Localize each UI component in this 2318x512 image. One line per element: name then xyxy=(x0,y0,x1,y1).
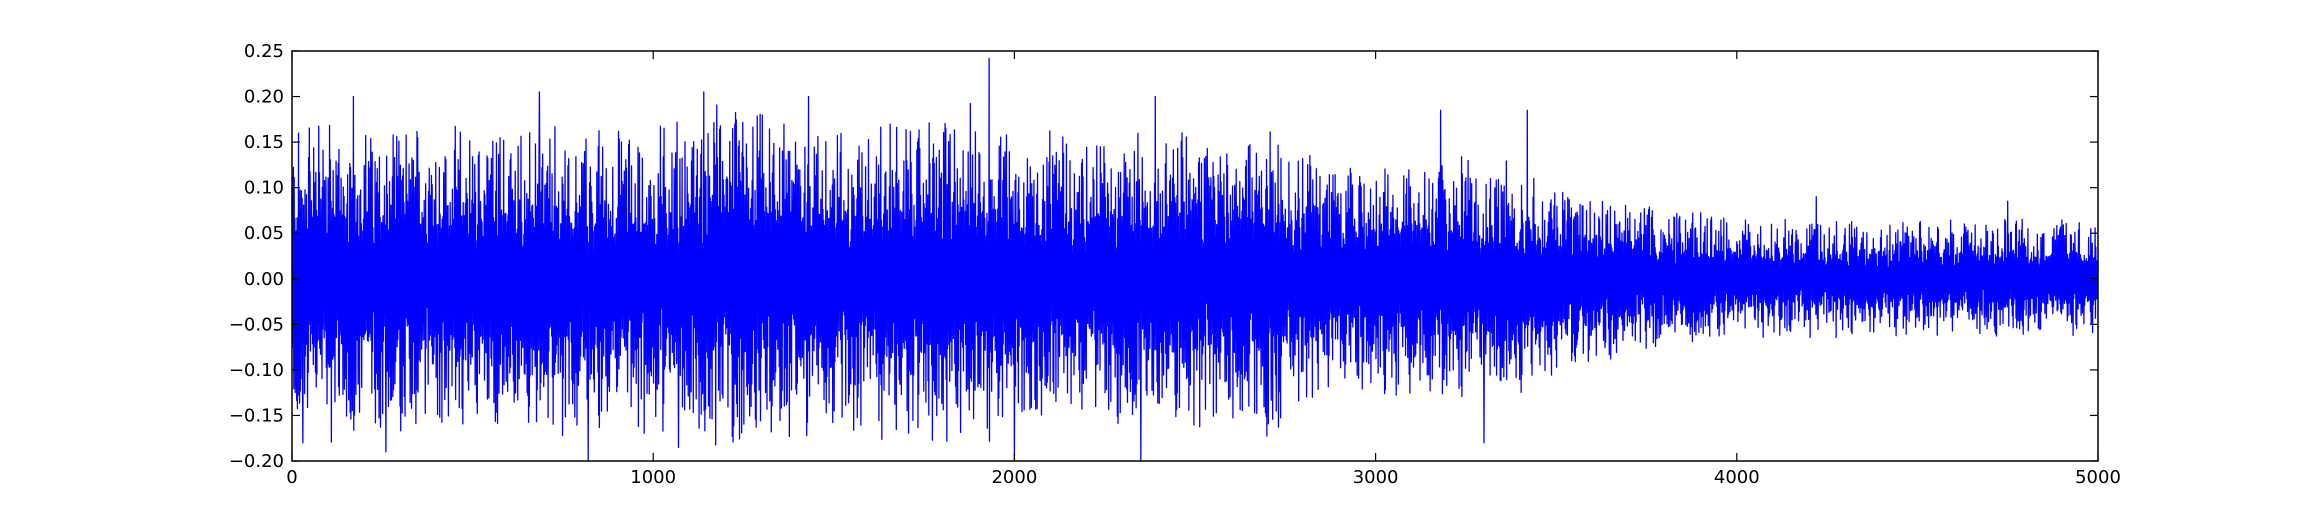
y-tick-label: 0.05 xyxy=(244,223,284,244)
y-tick-label: −0.20 xyxy=(229,451,284,472)
x-tick-label: 3000 xyxy=(1353,467,1399,488)
y-tick-label: −0.10 xyxy=(229,360,284,381)
y-tick-label: 0.15 xyxy=(244,132,284,153)
x-tick-label: 4000 xyxy=(1714,467,1760,488)
y-tick-label: 0.00 xyxy=(244,269,284,290)
y-tick-label: 0.10 xyxy=(244,178,284,199)
x-tick-label: 0 xyxy=(286,467,297,488)
series-layer xyxy=(291,57,2099,462)
tick-labels-layer: 0 1000 2000 3000 4000 5000 −0.20 −0.15 −0.10 −0.0… xyxy=(229,41,2121,488)
plot-frame xyxy=(291,50,2099,462)
y-tick-label: 0.25 xyxy=(244,41,284,62)
x-tick-label: 5000 xyxy=(2075,467,2121,488)
y-tick-label: −0.15 xyxy=(229,405,284,426)
x-tick-label: 2000 xyxy=(991,467,1037,488)
ticks-layer xyxy=(291,50,2099,462)
y-tick-label: −0.05 xyxy=(229,314,284,335)
y-tick-label: 0.20 xyxy=(244,87,284,108)
signal-series-line xyxy=(291,57,2099,462)
x-tick-label: 1000 xyxy=(630,467,676,488)
